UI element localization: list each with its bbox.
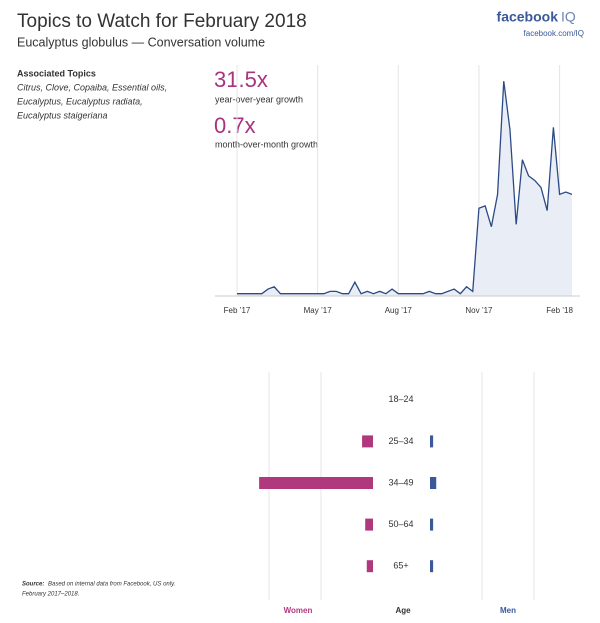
source-label: Source: xyxy=(22,582,44,588)
source-text: February 2017–2018. xyxy=(22,592,79,598)
legend-label: Men xyxy=(500,606,516,615)
category-label: 50–64 xyxy=(388,519,413,529)
subtitle: Eucalyptus globulus — Conversation volum… xyxy=(17,35,265,49)
bar xyxy=(365,518,373,531)
category-label: 34–49 xyxy=(388,477,413,487)
category-label: 65+ xyxy=(393,561,408,571)
x-tick-label: Feb ’18 xyxy=(546,306,573,315)
bar xyxy=(362,435,373,448)
bar xyxy=(259,477,373,489)
bar xyxy=(430,435,434,448)
line xyxy=(237,81,573,295)
category-label: 25–34 xyxy=(388,436,413,446)
stat-label: year-over-year growth xyxy=(215,94,303,104)
topics-line: Citrus, Clove, Copaiba, Essential oils, xyxy=(17,82,167,92)
category-axis-label: Age xyxy=(395,606,411,615)
bar xyxy=(366,560,373,573)
bar xyxy=(430,477,437,489)
topics-line: Eucalyptus staigeriana xyxy=(17,110,108,120)
brand-suffix: IQ xyxy=(561,9,576,25)
title: Topics to Watch for February 2018 xyxy=(17,11,307,32)
bar xyxy=(430,560,434,573)
x-tick-label: Aug ’17 xyxy=(385,306,413,315)
x-tick-label: Feb ’17 xyxy=(224,306,251,315)
stat-value: 31.5x xyxy=(214,67,268,92)
brand-url: facebook.com/IQ xyxy=(524,29,584,38)
legend-label: Women xyxy=(284,606,313,615)
area-fill xyxy=(237,81,572,296)
topics-heading: Associated Topics xyxy=(17,68,96,78)
stat-value: 0.7x xyxy=(214,113,256,138)
x-tick-label: Nov ’17 xyxy=(465,306,493,315)
category-label: 18–24 xyxy=(388,394,413,404)
topics-line: Eucalyptus, Eucalyptus radiata, xyxy=(17,96,143,106)
x-tick-label: May ’17 xyxy=(304,306,333,315)
bar xyxy=(430,518,434,531)
brand-name: facebook xyxy=(497,9,559,25)
stat-label: month-over-month growth xyxy=(215,139,318,149)
source-text: Based on internal data from Facebook, US… xyxy=(48,582,175,588)
